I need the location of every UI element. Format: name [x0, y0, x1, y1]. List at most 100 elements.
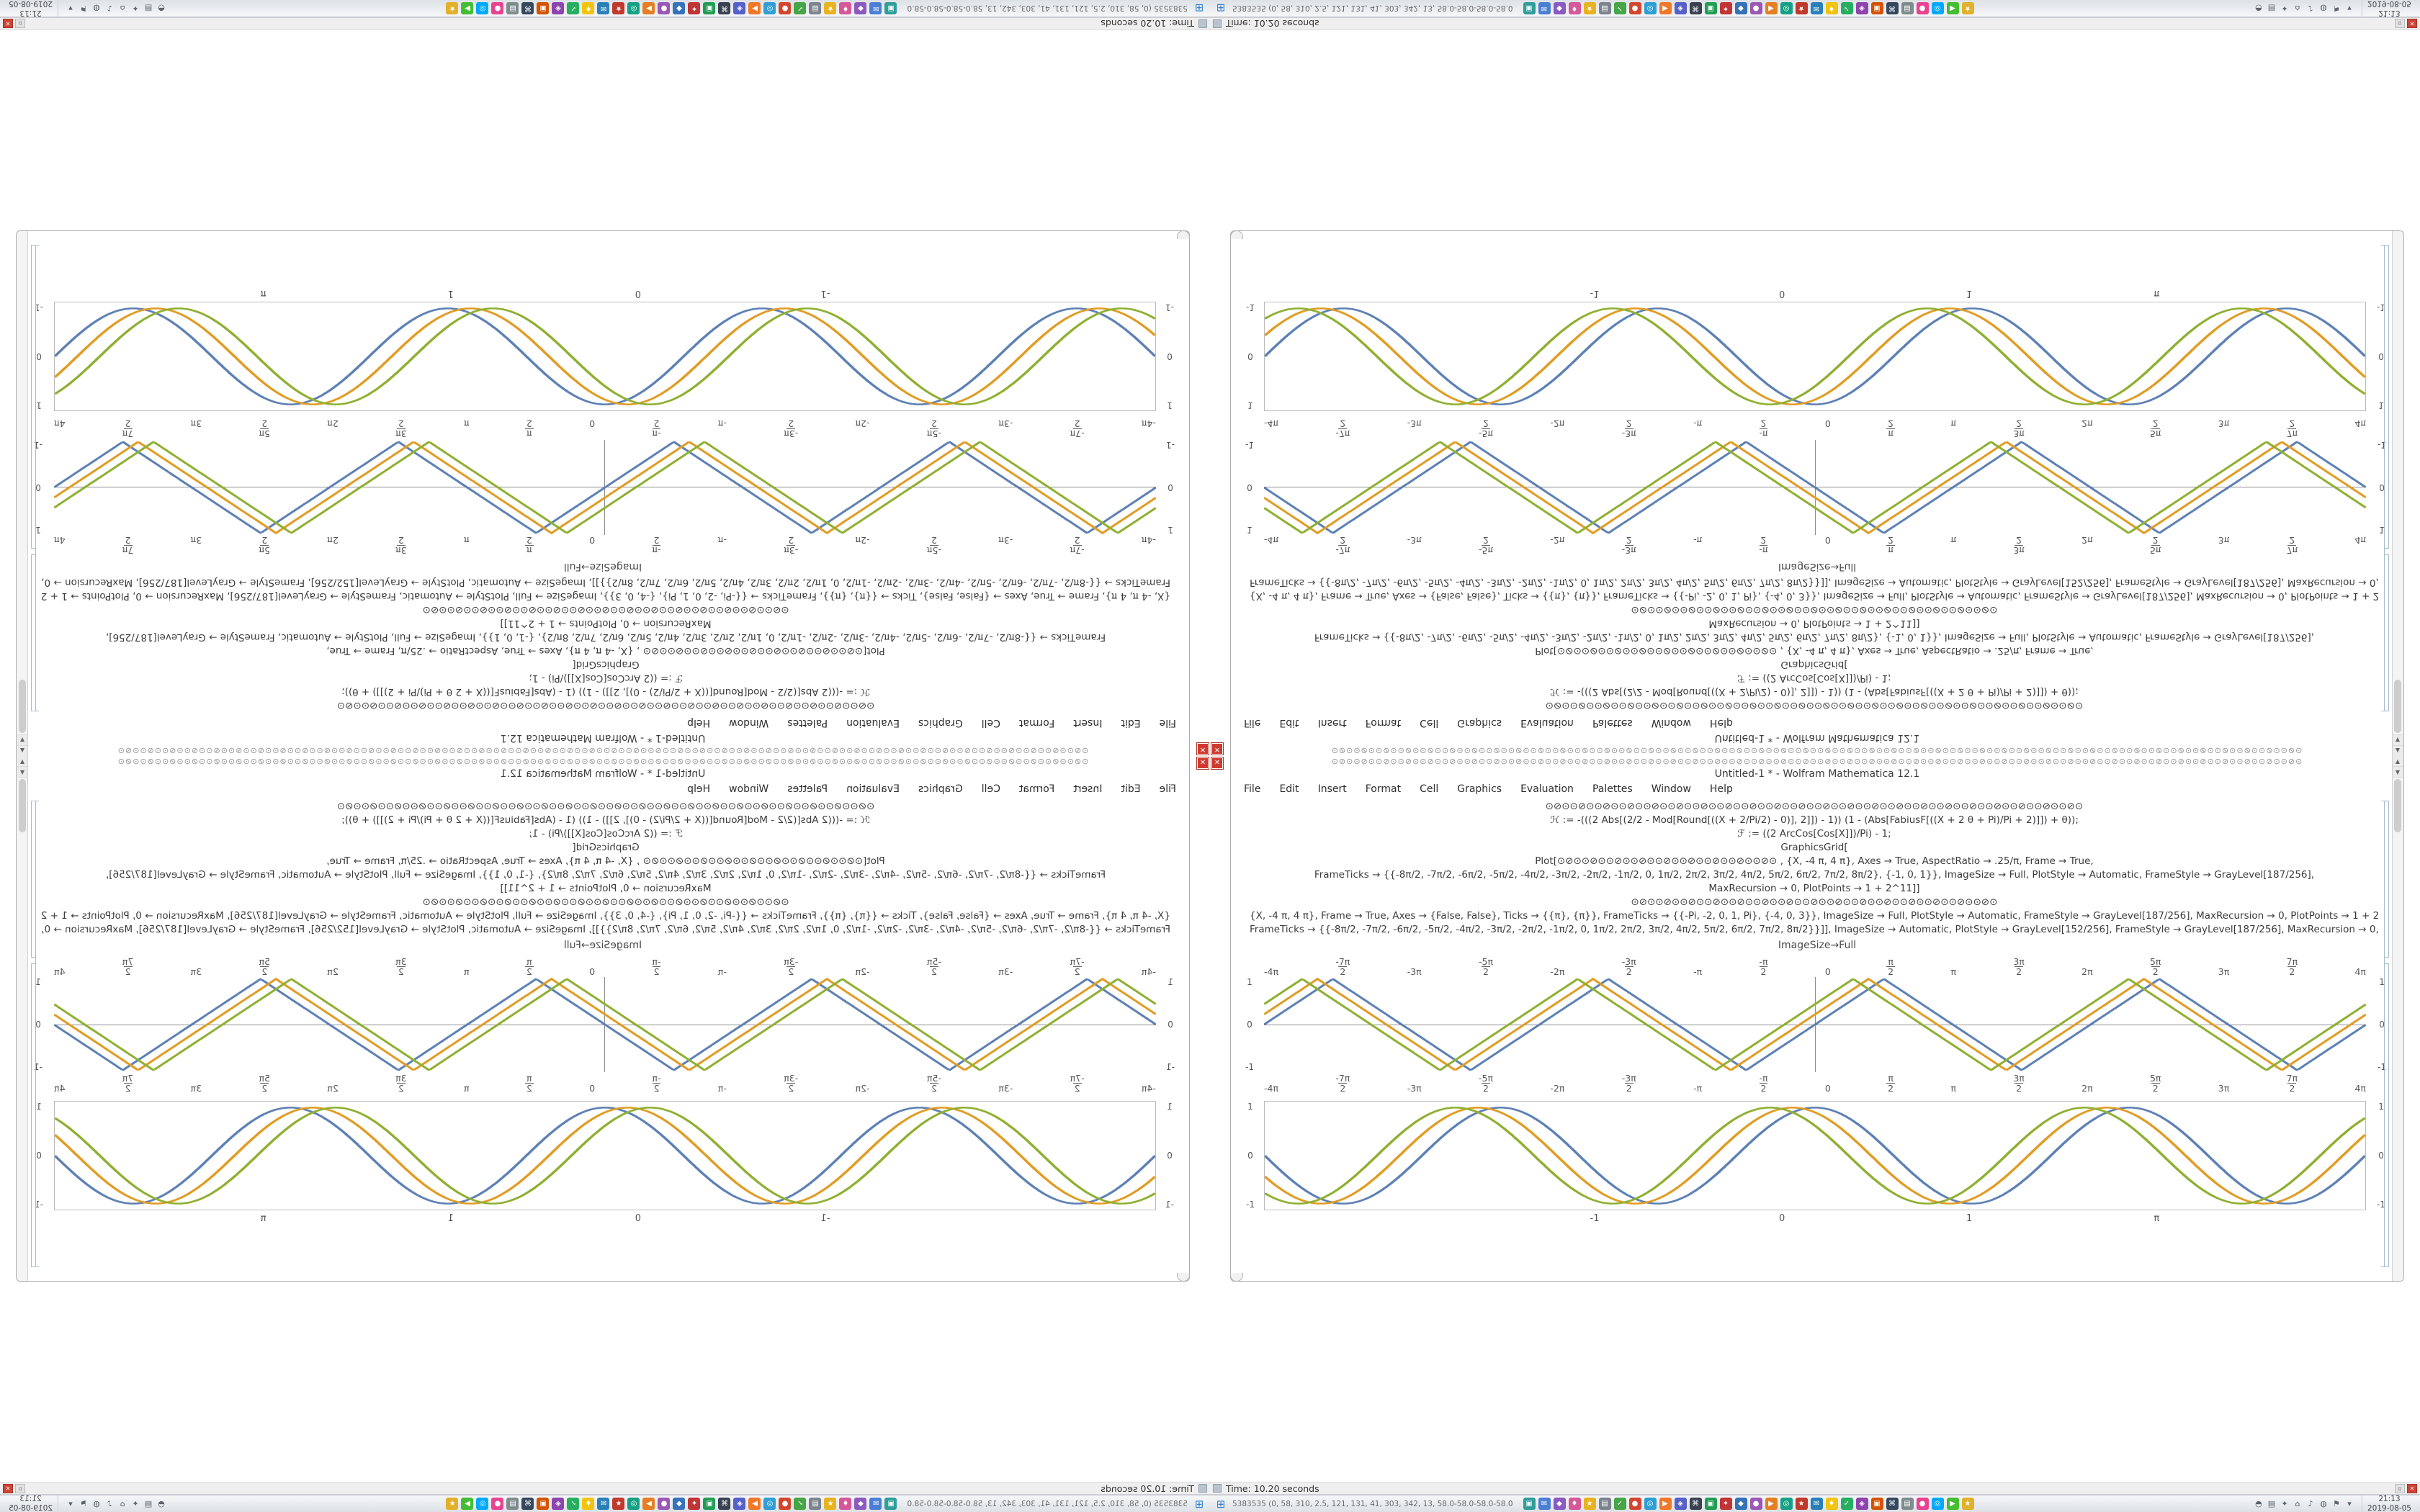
- taskbar-app-icon[interactable]: ▤: [1901, 2, 1914, 14]
- taskbar-app-icon[interactable]: ★: [446, 1498, 459, 1510]
- taskbar-app-icon[interactable]: ▣: [884, 2, 897, 14]
- taskbar-app-icon[interactable]: ✦: [688, 1498, 701, 1510]
- menu-item[interactable]: Insert: [1073, 783, 1103, 795]
- code-line[interactable]: FrameTicks → {{-8π/2, -7π/2, -6π/2, -5π/…: [1250, 577, 2379, 588]
- taskbar-app-icon[interactable]: ★: [824, 1498, 837, 1510]
- code-line[interactable]: GraphicsGrid[: [1780, 842, 1848, 853]
- code-line[interactable]: FrameTicks → {{-8π/2, -7π/2, -6π/2, -5π/…: [41, 924, 1170, 935]
- taskbar-app-icon[interactable]: ◎: [627, 1498, 640, 1510]
- minimize-button[interactable]: ▫: [15, 19, 25, 29]
- code-line[interactable]: GraphicsGrid[: [572, 659, 640, 670]
- taskbar-app-icon[interactable]: ▤: [809, 1498, 822, 1510]
- taskbar-app-icon[interactable]: ●: [1749, 2, 1762, 14]
- scroll-down-button[interactable]: ▼: [17, 734, 27, 745]
- menu-item[interactable]: Evaluation: [1520, 717, 1574, 729]
- code-line[interactable]: ℱ := ((2 ArcCos[Cos[X]])/Pi) - 1;: [1737, 828, 1891, 840]
- taskbar-app-icon[interactable]: ★: [1583, 1498, 1596, 1510]
- minimize-button[interactable]: ▫: [2395, 1483, 2405, 1493]
- scroll-up-button[interactable]: ▲: [17, 756, 27, 767]
- taskbar-app-icon[interactable]: ◈: [733, 1498, 746, 1510]
- taskbar-app-icon[interactable]: ▣: [1704, 1498, 1717, 1510]
- taskbar-app-icon[interactable]: ⌘: [718, 2, 731, 14]
- taskbar-app-icon[interactable]: ●: [779, 2, 792, 14]
- scrollbar-thumb[interactable]: [2394, 779, 2401, 832]
- code-line[interactable]: FrameTicks → {{-8π/2, -7π/2, -6π/2, -5π/…: [41, 577, 1170, 588]
- menu-item[interactable]: Palettes: [787, 717, 828, 729]
- taskbar-app-icon[interactable]: ▶: [642, 1498, 655, 1510]
- taskbar-app-icon[interactable]: ◆: [1553, 2, 1566, 14]
- menu-item[interactable]: Format: [1365, 783, 1402, 795]
- cell-bracket-outer[interactable]: [35, 801, 39, 1267]
- menu-item[interactable]: File: [1244, 783, 1261, 795]
- menu-item[interactable]: File: [1159, 783, 1176, 795]
- time-window-titlebar[interactable]: Time: 10.20 seconds ▫ ✕: [1210, 1482, 2420, 1495]
- code-line[interactable]: ℋ := -(((2 Abs[(2/2 - Mod[Round[((X + 2/…: [341, 686, 870, 698]
- scroll-up-button[interactable]: ▲: [17, 745, 27, 756]
- start-button[interactable]: ⊞: [1194, 1497, 1204, 1511]
- window-resize-tab[interactable]: [1230, 1273, 1243, 1282]
- taskbar-app-icon[interactable]: ◈: [733, 2, 746, 14]
- code-line[interactable]: FrameTicks → {{-8π/2, -7π/2, -6π/2, -5π/…: [1314, 631, 2315, 643]
- taskbar-app-icon[interactable]: ●: [779, 1498, 792, 1510]
- taskbar-app-icon[interactable]: ◎: [763, 2, 776, 14]
- code-line[interactable]: ⊙⊘⊙⊙⊘⊙⊙⊘⊙⊙⊘⊙⊙⊘⊙⊙⊘⊙⊙⊘⊙⊙⊘⊙⊙⊘⊙⊙⊘⊙⊙⊘⊙⊙⊘⊙⊙⊘⊙⊙…: [1631, 896, 1998, 908]
- taskbar-app-icon[interactable]: ◆: [1734, 1498, 1747, 1510]
- taskbar-app-icon[interactable]: ◈: [1674, 2, 1687, 14]
- taskbar-app-icon[interactable]: ▶: [461, 2, 474, 14]
- taskbar-app-icon[interactable]: ▶: [1659, 2, 1672, 14]
- taskbar-app-icon[interactable]: ◎: [627, 2, 640, 14]
- window-resize-tab[interactable]: [1177, 230, 1190, 239]
- code-line[interactable]: {X, -4 π, 4 π}, Frame → True, Axes → {Fa…: [1250, 910, 2379, 922]
- vertical-scrollbar[interactable]: ▲ ▼: [17, 756, 28, 1281]
- taskbar-app-icon[interactable]: ◆: [1734, 2, 1747, 14]
- scroll-up-button[interactable]: ▲: [2393, 745, 2403, 756]
- close-button[interactable]: ✕: [2407, 19, 2417, 29]
- tray-icon[interactable]: ⚑: [80, 1499, 87, 1508]
- taskbar-app-icon[interactable]: ✉: [1538, 1498, 1551, 1510]
- tray-icon[interactable]: ◍: [2320, 1499, 2327, 1508]
- tray-icon[interactable]: ⌂: [120, 4, 125, 13]
- menu-item[interactable]: Edit: [1121, 717, 1141, 729]
- menu-item[interactable]: Window: [729, 783, 769, 795]
- menu-item[interactable]: File: [1244, 717, 1261, 729]
- menu-item[interactable]: Insert: [1317, 783, 1347, 795]
- taskbar-app-icon[interactable]: ⌘: [521, 2, 534, 14]
- menu-item[interactable]: Evaluation: [846, 717, 900, 729]
- menu-item[interactable]: Format: [1018, 783, 1055, 795]
- code-line[interactable]: {X, -4 π, 4 π}, Frame → True, Axes → {Fa…: [41, 590, 1170, 602]
- tray-icon[interactable]: ✦: [2281, 1499, 2288, 1508]
- taskbar-app-icon[interactable]: ●: [491, 1498, 504, 1510]
- tray-icon[interactable]: ♪: [107, 1499, 112, 1508]
- taskbar-app-icon[interactable]: ▣: [537, 2, 550, 14]
- code-line[interactable]: FrameTicks → {{-8π/2, -7π/2, -6π/2, -5π/…: [105, 869, 1106, 881]
- taskbar-app-icon[interactable]: ▣: [537, 1498, 550, 1510]
- taskbar-app-icon[interactable]: ✓: [1840, 2, 1853, 14]
- menu-item[interactable]: File: [1159, 717, 1176, 729]
- code-line[interactable]: ℋ := -(((2 Abs[(2/2 - Mod[Round[((X + 2/…: [341, 814, 870, 826]
- taskbar-app-icon[interactable]: ◆: [673, 2, 686, 14]
- code-line[interactable]: FrameTicks → {{-8π/2, -7π/2, -6π/2, -5π/…: [105, 631, 1106, 643]
- time-window-titlebar[interactable]: Time: 10.20 seconds ▫ ✕: [0, 17, 1210, 30]
- tray-icon[interactable]: ⚑: [2333, 4, 2340, 13]
- taskbar-app-icon[interactable]: ★: [1961, 2, 1974, 14]
- taskbar-app-icon[interactable]: ▣: [1523, 1498, 1536, 1510]
- cell-bracket-outer[interactable]: [2381, 245, 2385, 711]
- taskbar-app-icon[interactable]: ✓: [1613, 1498, 1626, 1510]
- tray-icon[interactable]: ▾: [2347, 1499, 2352, 1508]
- taskbar-app-icon[interactable]: ◈: [1855, 1498, 1868, 1510]
- taskbar-app-icon[interactable]: ▤: [1598, 1498, 1611, 1510]
- taskbar-app-icon[interactable]: ♦: [1825, 2, 1838, 14]
- tray-icon[interactable]: ⚑: [80, 4, 87, 13]
- taskbar-app-icon[interactable]: ✉: [597, 2, 610, 14]
- cell-bracket-code[interactable]: [2385, 801, 2389, 958]
- taskbar-app-icon[interactable]: ◈: [552, 1498, 565, 1510]
- taskbar-app-icon[interactable]: ●: [1628, 2, 1641, 14]
- taskbar-app-icon[interactable]: ▣: [1523, 2, 1536, 14]
- vertical-scrollbar[interactable]: ▲ ▼: [2392, 756, 2403, 1281]
- taskbar-app-icon[interactable]: ▣: [1704, 2, 1717, 14]
- taskbar-app-icon[interactable]: ●: [1749, 1498, 1762, 1510]
- taskbar-app-icon[interactable]: ♦: [582, 1498, 595, 1510]
- tray-icon[interactable]: ♪: [2308, 4, 2313, 13]
- menu-item[interactable]: Graphics: [918, 717, 963, 729]
- taskbar-app-icon[interactable]: ▶: [1659, 1498, 1672, 1510]
